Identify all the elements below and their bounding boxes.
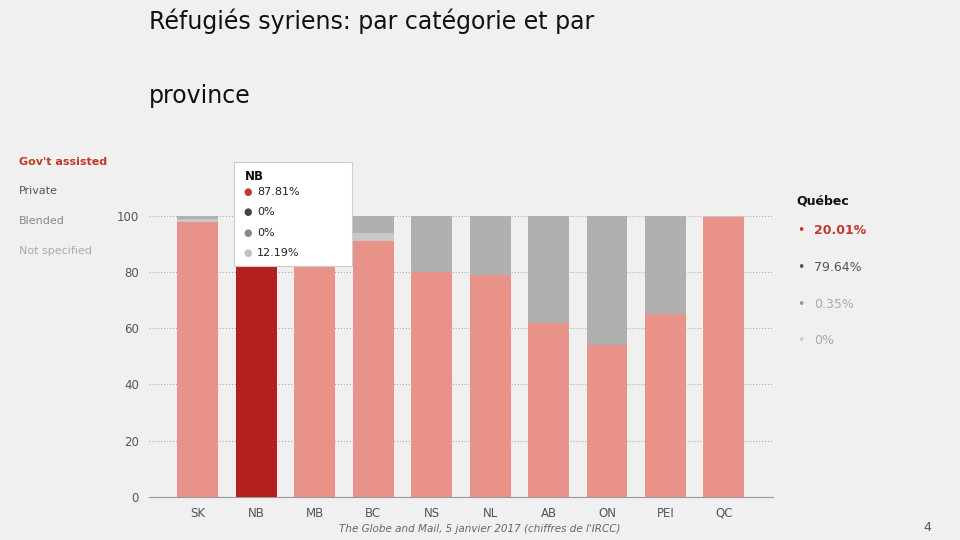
Bar: [235, 250, 276, 497]
Bar: [528, 323, 569, 334]
Bar: [235, 216, 276, 250]
Text: Québec: Québec: [797, 194, 850, 207]
Text: 0%: 0%: [257, 227, 275, 238]
Text: 20.01%: 20.01%: [814, 224, 866, 237]
Text: •: •: [797, 224, 804, 237]
Text: 4: 4: [924, 521, 931, 534]
Text: Réfugiés syriens: par catégorie et par: Réfugiés syriens: par catégorie et par: [149, 8, 594, 33]
Bar: [178, 219, 218, 221]
Bar: [469, 216, 511, 275]
Text: 0.35%: 0.35%: [814, 298, 854, 310]
Text: •: •: [797, 334, 804, 347]
Text: 87.81%: 87.81%: [257, 186, 300, 197]
Bar: [645, 216, 686, 314]
Bar: [294, 286, 335, 497]
Text: Blended: Blended: [19, 216, 65, 226]
Bar: [352, 233, 394, 241]
Text: NB: NB: [246, 170, 264, 183]
Text: ●: ●: [244, 186, 252, 197]
Bar: [704, 217, 744, 441]
Bar: [294, 225, 335, 286]
Bar: [704, 216, 744, 217]
Bar: [704, 441, 744, 497]
Bar: [645, 354, 686, 497]
Bar: [587, 216, 628, 345]
Bar: [352, 298, 394, 497]
Bar: [587, 345, 628, 348]
Bar: [178, 247, 218, 497]
Bar: [411, 216, 452, 272]
Bar: [528, 334, 569, 497]
Bar: [411, 303, 452, 497]
Bar: [178, 221, 218, 247]
Text: •: •: [797, 261, 804, 274]
Text: Private: Private: [19, 186, 59, 197]
Text: •: •: [797, 298, 804, 310]
Bar: [352, 216, 394, 233]
Text: ●: ●: [244, 227, 252, 238]
Text: province: province: [149, 84, 251, 107]
Text: 0%: 0%: [814, 334, 834, 347]
Text: 79.64%: 79.64%: [814, 261, 862, 274]
Text: ●: ●: [244, 207, 252, 217]
Bar: [469, 312, 511, 497]
Bar: [178, 216, 218, 219]
Text: Not specified: Not specified: [19, 246, 92, 256]
Bar: [587, 348, 628, 497]
Text: Gov't assisted: Gov't assisted: [19, 157, 108, 167]
Bar: [411, 272, 452, 303]
Text: 0%: 0%: [257, 207, 275, 217]
Text: ●: ●: [244, 248, 252, 258]
Bar: [528, 216, 569, 323]
Bar: [469, 275, 511, 312]
Bar: [294, 216, 335, 225]
Text: 12.19%: 12.19%: [257, 248, 300, 258]
Bar: [352, 241, 394, 298]
Bar: [645, 314, 686, 354]
Text: The Globe and Mail, 5 janvier 2017 (chiffres de l'IRCC): The Globe and Mail, 5 janvier 2017 (chif…: [339, 523, 621, 534]
